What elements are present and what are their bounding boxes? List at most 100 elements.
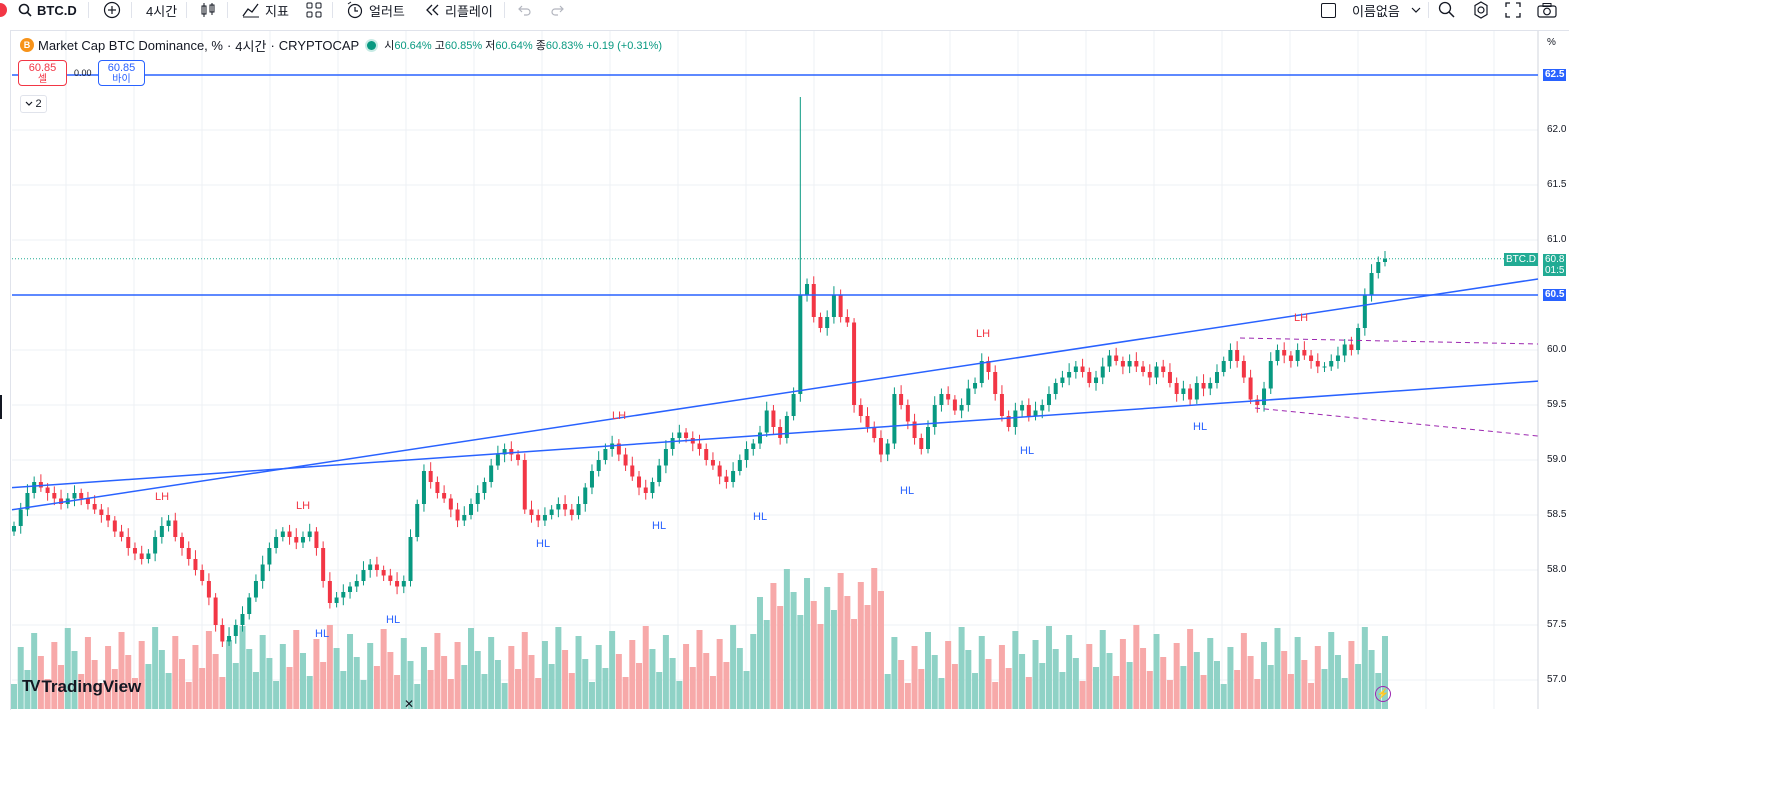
volume-bar <box>226 640 233 709</box>
candle-body <box>482 482 487 493</box>
layout-name-label: 이름없음 <box>1352 3 1400 19</box>
level-tag-top[interactable]: 62.5 <box>1543 69 1567 81</box>
candle-body <box>959 405 964 411</box>
tradingview-logo[interactable]: TV TradingView <box>22 677 141 697</box>
candle-body <box>334 597 339 603</box>
candle-body <box>637 476 642 488</box>
candle-body <box>1282 350 1287 356</box>
volume-bar <box>24 670 31 709</box>
volume-bar <box>918 669 925 709</box>
price-chart[interactable] <box>0 0 1568 709</box>
candle-body <box>932 405 937 427</box>
tv-logo-icon: TV <box>22 678 41 695</box>
candle-body <box>536 515 541 521</box>
projection-line[interactable] <box>1254 407 1539 437</box>
toolbar-divider <box>131 2 132 18</box>
settings-button[interactable] <box>1472 0 1490 20</box>
candle-body <box>1356 328 1361 350</box>
sell-price: 60.85 <box>28 62 57 74</box>
candle-body <box>193 559 198 570</box>
volume-bar <box>736 648 743 709</box>
volume-bar <box>118 632 125 709</box>
templates-button[interactable] <box>306 0 322 20</box>
volume-bar <box>91 660 98 709</box>
compare-button[interactable] <box>103 0 121 20</box>
chart-type-button[interactable] <box>200 0 216 20</box>
candle-body <box>684 432 689 438</box>
indicators-collapse-button[interactable]: 2 <box>20 95 47 113</box>
candle-body <box>1309 355 1314 361</box>
volume-bar <box>367 643 374 709</box>
candle-body <box>845 317 850 323</box>
camera-icon <box>1537 3 1557 18</box>
volume-bar <box>37 656 44 709</box>
volume-bar <box>528 655 535 709</box>
close-icon[interactable]: ✕ <box>404 697 415 711</box>
symbol-label: BTC.D <box>37 2 77 18</box>
candle-body <box>1322 366 1327 368</box>
volume-bar <box>1200 675 1207 709</box>
annotation-lh: LH <box>612 410 627 422</box>
volume-bar <box>58 665 65 709</box>
volume-bar <box>1072 658 1079 709</box>
interval-button[interactable]: 4시간 <box>146 0 177 20</box>
volume-bar <box>152 627 159 709</box>
candle-body <box>139 553 144 559</box>
volume-bar <box>857 582 864 709</box>
candle-body <box>623 454 628 466</box>
indicators-button[interactable]: 지표 <box>242 0 289 20</box>
buy-button[interactable]: 60.85 바이 <box>98 60 145 86</box>
volume-bar <box>1119 639 1126 709</box>
fullscreen-button[interactable] <box>1505 0 1521 20</box>
volume-bar <box>1106 653 1113 709</box>
alert-button[interactable]: 얼러트 <box>346 0 405 20</box>
magnifier-icon <box>1438 1 1455 18</box>
sell-button[interactable]: 60.85 셀 <box>18 60 67 86</box>
quick-search-button[interactable] <box>1438 0 1456 20</box>
lightning-icon[interactable]: ⚡ <box>1375 686 1391 702</box>
volume-bar <box>1039 663 1046 709</box>
chart-pane[interactable] <box>10 30 1569 710</box>
volume-bar <box>1355 664 1362 709</box>
volume-bar <box>555 627 562 709</box>
volume-bar <box>131 678 138 709</box>
volume-bar <box>844 596 851 709</box>
candle-body <box>542 515 547 521</box>
candle-body <box>1369 273 1374 295</box>
volume-bar <box>763 620 770 709</box>
volume-bar <box>1308 683 1315 709</box>
candle-body <box>1228 350 1233 361</box>
volume-bar <box>602 668 609 709</box>
axis-unit[interactable]: % <box>1547 37 1556 48</box>
candle-body <box>415 504 420 537</box>
replay-button[interactable]: 리플레이 <box>424 0 493 20</box>
projection-line[interactable] <box>1239 337 1539 345</box>
redo-button[interactable] <box>550 0 566 20</box>
volume-bar <box>1160 657 1167 709</box>
snapshot-button[interactable] <box>1537 0 1557 20</box>
volume-bar <box>1113 676 1120 709</box>
symbol-search-button[interactable]: BTC.D <box>18 0 77 20</box>
candle-body <box>1013 410 1018 427</box>
layout-button[interactable] <box>1321 0 1336 20</box>
candle-body <box>1141 366 1146 372</box>
legend-title[interactable]: Market Cap BTC Dominance, % <box>38 37 223 53</box>
candle-body <box>200 570 205 581</box>
layout-name-button[interactable]: 이름없음 <box>1352 0 1421 20</box>
alert-label: 얼러트 <box>369 3 405 19</box>
undo-button[interactable] <box>516 0 532 20</box>
candle-body <box>576 504 581 515</box>
candle-body <box>1040 405 1045 411</box>
candle-body <box>435 482 440 493</box>
volume-bar <box>1254 679 1261 709</box>
level-tag-mid[interactable]: 60.5 <box>1543 289 1567 301</box>
volume-bar <box>1267 665 1274 709</box>
candle-body <box>112 520 117 532</box>
trend-line[interactable] <box>11 278 1539 511</box>
high-label: 고 <box>434 40 445 52</box>
volume-bar <box>985 659 992 709</box>
trend-line[interactable] <box>11 380 1539 489</box>
candle-body <box>99 509 104 515</box>
volume-bar <box>1052 649 1059 709</box>
volume-bar <box>172 636 179 709</box>
